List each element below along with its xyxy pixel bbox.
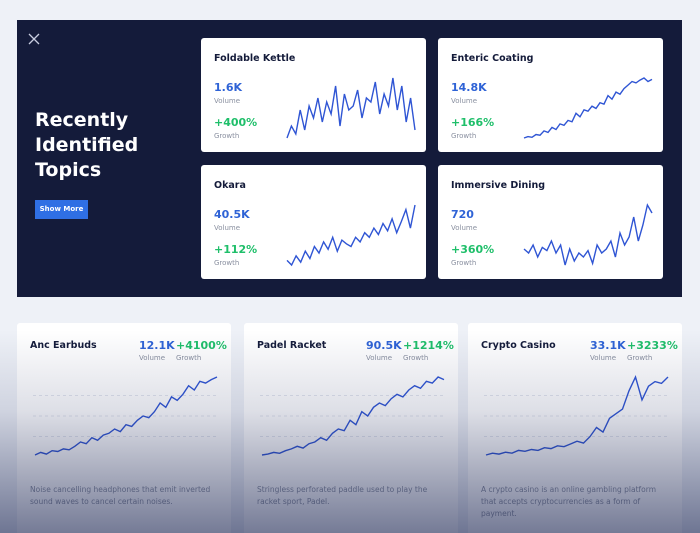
volume-value: 33.1K [590, 339, 626, 352]
topic-card [438, 165, 663, 279]
volume-value: 14.8K [451, 81, 487, 94]
volume-value: 1.6K [214, 81, 243, 94]
volume-value: 720 [451, 208, 474, 221]
trend-line [523, 77, 653, 139]
growth-label: Growth [451, 259, 477, 267]
topic-name: Enteric Coating [451, 53, 534, 64]
featured-name: Crypto Casino [481, 340, 556, 351]
growth-value: +1214% [403, 339, 454, 352]
trend-line [286, 204, 416, 267]
sparkline [260, 376, 446, 456]
sparkline [33, 376, 219, 456]
growth-label: Growth [214, 259, 240, 267]
growth-label: Growth [451, 132, 477, 140]
growth-label: Growth [627, 354, 653, 362]
featured-name: Anc Earbuds [30, 340, 97, 351]
sparkline [286, 204, 416, 267]
description: Noise cancelling headphones that emit in… [30, 485, 211, 506]
topic-card [438, 38, 663, 152]
trend-line [286, 77, 416, 139]
volume-label: Volume [214, 224, 241, 232]
topic-card [201, 165, 426, 279]
description: Stringless perforated paddle used to pla… [257, 485, 428, 506]
growth-value: +4100% [176, 339, 227, 352]
growth-label: Growth [176, 354, 202, 362]
growth-label: Growth [403, 354, 429, 362]
topic-name: Okara [214, 180, 246, 191]
description: A crypto casino is an online gambling pl… [481, 485, 656, 518]
hero-title: Recently Identified Topics [35, 109, 139, 181]
volume-label: Volume [139, 354, 166, 362]
sparkline [523, 203, 653, 266]
growth-label: Growth [214, 132, 240, 140]
volume-value: 40.5K [214, 208, 250, 221]
volume-label: Volume [451, 97, 478, 105]
featured-name: Padel Racket [257, 340, 327, 351]
volume-label: Volume [451, 224, 478, 232]
volume-label: Volume [590, 354, 617, 362]
close-icon[interactable] [28, 33, 40, 45]
topic-name: Immersive Dining [451, 180, 546, 191]
sparkline [286, 77, 416, 139]
sparkline [484, 375, 670, 456]
topic-name: Foldable Kettle [214, 53, 296, 64]
growth-value: +3233% [627, 339, 678, 352]
growth-value: +400% [214, 116, 258, 129]
volume-label: Volume [214, 97, 241, 105]
volume-value: 12.1K [139, 339, 175, 352]
topic-card [201, 38, 426, 152]
growth-value: +166% [451, 116, 495, 129]
growth-value: +360% [451, 243, 495, 256]
trend-line [523, 203, 653, 266]
growth-value: +112% [214, 243, 258, 256]
show-more-button[interactable]: Show More [35, 200, 88, 219]
volume-label: Volume [366, 354, 393, 362]
sparkline [523, 77, 653, 139]
volume-value: 90.5K [366, 339, 402, 352]
